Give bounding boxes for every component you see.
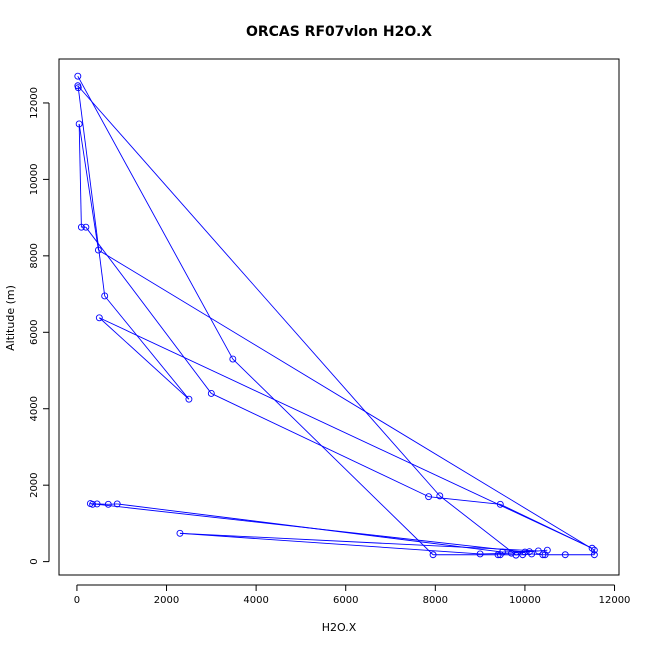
data-point	[89, 500, 97, 508]
data-point	[77, 223, 85, 231]
series-layer	[77, 75, 595, 556]
data-point	[534, 547, 542, 555]
series-line-segment	[104, 295, 190, 400]
data-point	[93, 500, 101, 508]
y-tick-label: 8000	[29, 243, 40, 268]
data-point	[539, 551, 547, 559]
data-point	[207, 389, 215, 397]
series-line-segment	[480, 552, 512, 555]
data-point	[590, 551, 598, 559]
series-line-segment	[77, 87, 106, 297]
data-point	[496, 500, 504, 508]
data-point	[74, 82, 82, 90]
data-point	[82, 223, 90, 231]
data-point	[476, 550, 484, 558]
data-point	[113, 500, 121, 508]
series-line-segment	[78, 123, 99, 251]
x-tick-label: 4000	[243, 595, 268, 606]
data-point	[75, 120, 83, 128]
series-line-segment	[85, 226, 212, 394]
data-point	[94, 246, 102, 254]
series-line-segment	[77, 75, 234, 360]
data-point	[436, 492, 444, 500]
y-axis-label: Altitude (m)	[4, 285, 17, 351]
series-line-segment	[98, 249, 595, 551]
y-tick-label: 0	[29, 558, 40, 564]
data-point	[185, 395, 193, 403]
series-line-segment	[531, 553, 543, 556]
x-tick-label: 12000	[599, 595, 631, 606]
chart-title: ORCAS RF07vlon H2O.X	[246, 24, 432, 40]
data-point	[521, 548, 529, 556]
series-line-segment	[117, 503, 503, 553]
series-line-segment	[439, 495, 517, 556]
x-tick-label: 0	[74, 595, 80, 606]
data-point	[512, 551, 520, 559]
plot-frame	[58, 58, 620, 576]
data-point	[229, 355, 237, 363]
y-tick-label: 6000	[29, 320, 40, 345]
y-axis: 0 2000 4000 6000 8000 10000 12000	[29, 87, 50, 565]
series-line-segment	[179, 532, 539, 552]
data-point	[525, 548, 533, 556]
data-point	[590, 546, 598, 554]
data-point	[561, 551, 569, 559]
data-point	[101, 292, 109, 300]
data-point	[425, 493, 433, 501]
x-tick-label: 2000	[154, 595, 179, 606]
y-tick-label: 12000	[29, 87, 40, 119]
series-line-segment	[99, 317, 593, 549]
data-point	[588, 544, 596, 552]
data-point	[499, 548, 506, 556]
x-tick-label: 10000	[509, 595, 541, 606]
y-tick-label: 2000	[29, 472, 40, 497]
data-point	[528, 550, 536, 558]
data-point	[74, 72, 82, 80]
series-line-segment	[428, 496, 501, 505]
x-tick-label: 8000	[423, 595, 448, 606]
points-layer	[74, 72, 598, 559]
data-point	[104, 500, 112, 508]
x-axis-label: H2O.X	[322, 621, 357, 634]
data-point	[95, 314, 103, 322]
x-axis: 0 2000 4000 6000 8000 10000 12000	[74, 584, 631, 606]
series-line-segment	[77, 85, 441, 497]
y-tick-label: 10000	[29, 163, 40, 195]
data-point	[508, 549, 515, 557]
series-line-segment	[179, 532, 481, 555]
x-tick-label: 6000	[333, 595, 358, 606]
series-line-segment	[99, 317, 190, 400]
data-point	[429, 551, 437, 559]
y-tick-label: 4000	[29, 396, 40, 421]
series-line-segment	[232, 358, 434, 556]
series-line-segment	[90, 503, 93, 505]
data-point	[176, 529, 184, 537]
series-line-segment	[78, 123, 82, 228]
data-point	[543, 546, 551, 554]
series-line-segment	[211, 393, 429, 498]
